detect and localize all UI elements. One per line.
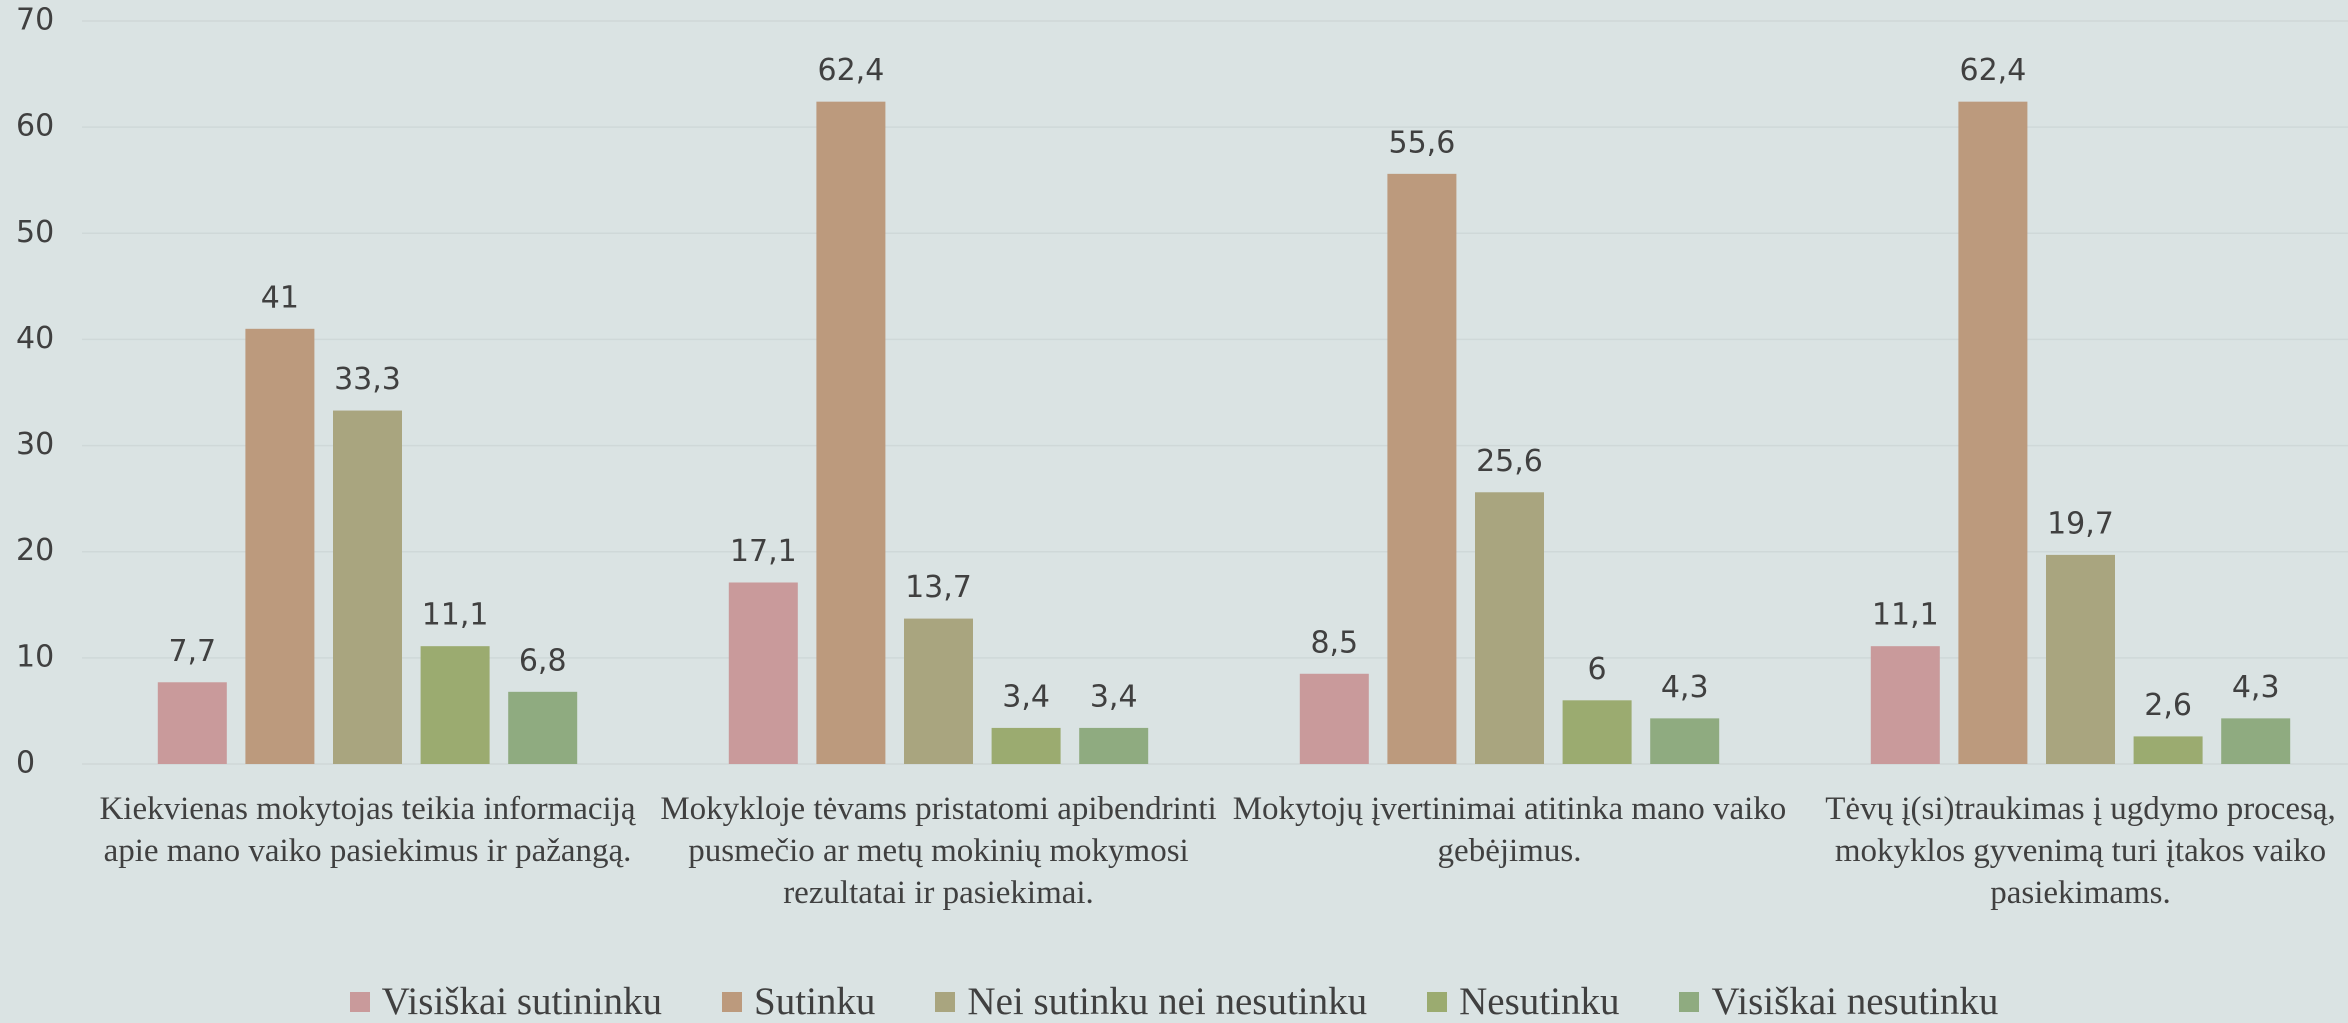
x-tick-label: Mokykloje tėvams pristatomi apibendrinti…: [660, 791, 1217, 911]
legend-swatch: [935, 992, 956, 1012]
bar: [2221, 718, 2291, 764]
legend-label: Nesutinku: [1459, 980, 1620, 1023]
legend-label: Visiškai nesutinku: [1711, 980, 1999, 1023]
data-label: 2,6: [2144, 688, 2192, 723]
data-label: 33,3: [334, 362, 401, 397]
bar: [1562, 700, 1632, 764]
data-label: 4,3: [2232, 670, 2280, 705]
y-tick-label: 70: [16, 3, 54, 38]
y-tick-label: 60: [16, 109, 54, 144]
data-label: 3,4: [1002, 679, 1050, 714]
bar: [1650, 718, 1720, 764]
data-label: 4,3: [1661, 670, 1709, 705]
x-tick-label: Kiekvienas mokytojas teikia informaciją …: [99, 791, 636, 869]
bar: [1079, 727, 1149, 764]
legend-item: Sutinku: [722, 982, 875, 1022]
data-label: 6: [1588, 652, 1607, 687]
bar: [333, 410, 402, 764]
bar: [245, 328, 315, 764]
legend-label: Nei sutinku nei nesutinku: [967, 980, 1368, 1023]
bar: [420, 646, 490, 764]
bar: [2046, 554, 2115, 764]
legend-swatch: [1679, 992, 1700, 1012]
x-tick-label: Mokytojų įvertinimai atitinka mano vaiko…: [1232, 791, 1787, 869]
legend-label: Visiškai sutininku: [381, 980, 663, 1023]
legend-item: Nei sutinku nei nesutinku: [935, 982, 1367, 1022]
bar: [904, 618, 973, 764]
legend: Visiškai sutininku Sutinku Nei sutinku nei…: [0, 982, 2348, 1022]
legend-item: Visiškai sutininku: [349, 980, 663, 1023]
bar: [508, 691, 578, 764]
legend-item: Nesutinku: [1427, 982, 1619, 1022]
legend-item: Visiškai nesutinku: [1679, 982, 1998, 1022]
data-label: 19,7: [2047, 506, 2114, 541]
bar: [1475, 492, 1544, 764]
bar: [1958, 101, 2028, 764]
data-label: 11,1: [1872, 598, 1939, 633]
data-label: 13,7: [905, 570, 972, 605]
legend-swatch: [1427, 992, 1448, 1012]
y-tick-label: 10: [16, 639, 54, 674]
y-tick-label: 50: [16, 215, 54, 250]
legend-label: Sutinku: [754, 980, 876, 1023]
bar: [1299, 673, 1369, 764]
y-tick-label: 30: [16, 427, 54, 462]
legend-swatch: [722, 992, 743, 1012]
data-label: 8,5: [1310, 625, 1358, 660]
data-label: 62,4: [1960, 53, 2027, 88]
data-label: 62,4: [818, 53, 885, 88]
legend-swatch: [349, 992, 370, 1012]
bar: [1387, 173, 1457, 765]
data-label: 17,1: [730, 534, 797, 569]
bar: [1870, 646, 1940, 764]
y-tick-label: 40: [16, 321, 54, 356]
x-tick-label: Tėvų į(si)traukimas į ugdymo procesą, mo…: [1825, 791, 2336, 911]
y-tick-label: 0: [16, 746, 35, 781]
y-tick-label: 20: [16, 533, 54, 568]
data-label: 11,1: [422, 598, 489, 633]
bar: [2133, 736, 2203, 764]
data-label: 7,7: [168, 634, 216, 669]
bar: [991, 727, 1061, 764]
data-label: 3,4: [1090, 679, 1138, 714]
data-label: 55,6: [1389, 125, 1456, 160]
bar: [728, 582, 798, 764]
data-label: 41: [261, 280, 299, 315]
bar: [157, 682, 227, 764]
data-label: 6,8: [519, 643, 567, 678]
bar: [816, 101, 886, 764]
data-label: 25,6: [1476, 444, 1543, 479]
